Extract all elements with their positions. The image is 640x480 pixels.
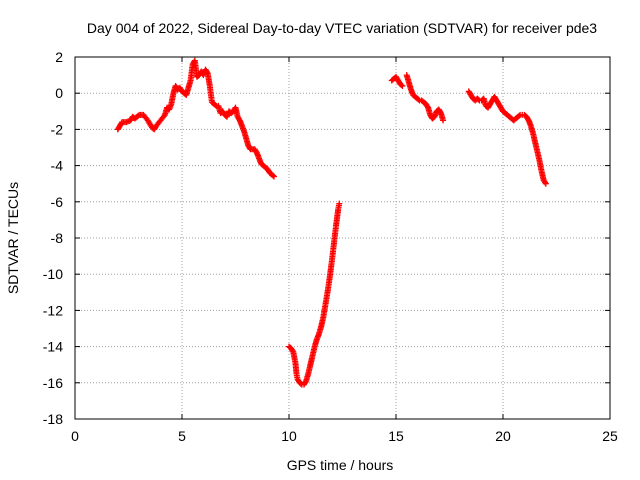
- x-tick-label: 5: [178, 428, 186, 444]
- x-tick-label: 20: [495, 428, 511, 444]
- y-tick-label: -6: [51, 194, 64, 210]
- data-points: [114, 57, 549, 388]
- y-tick-label: -4: [51, 158, 64, 174]
- data-point: [203, 69, 210, 76]
- x-tick-label: 25: [602, 428, 618, 444]
- y-axis-label: SDTVAR / TECUs: [5, 182, 21, 294]
- data-point: [398, 82, 405, 89]
- data-point: [542, 180, 549, 187]
- grid-lines: [75, 57, 610, 419]
- axis-ticks: 0 5 10 15 20 25 -18 -16 -14 -12 -10 -8 -6 -4 -2 0 2: [43, 49, 618, 444]
- x-tick-label: 0: [71, 428, 79, 444]
- x-tick-label: 15: [388, 428, 404, 444]
- chart-title: Day 004 of 2022, Sidereal Day-to-day VTE…: [87, 20, 597, 36]
- data-point: [424, 103, 431, 110]
- data-point: [302, 379, 309, 386]
- y-tick-label: -14: [43, 339, 63, 355]
- data-point: [271, 173, 278, 180]
- y-tick-label: 0: [55, 85, 63, 101]
- y-tick-label: -18: [43, 411, 63, 427]
- x-tick-label: 10: [281, 428, 297, 444]
- data-point: [542, 179, 549, 186]
- y-tick-label: -16: [43, 375, 63, 391]
- y-tick-label: 2: [55, 49, 63, 65]
- data-point: [437, 108, 444, 115]
- data-point: [289, 347, 296, 354]
- data-point: [399, 82, 406, 89]
- y-tick-label: -2: [51, 121, 64, 137]
- data-point: [212, 101, 219, 108]
- x-axis-label: GPS time / hours: [287, 457, 394, 473]
- data-point: [415, 96, 422, 103]
- data-point: [269, 172, 276, 179]
- data-point: [336, 200, 343, 207]
- y-tick-label: -12: [43, 302, 63, 318]
- y-tick-label: -8: [51, 230, 64, 246]
- data-point: [440, 117, 447, 124]
- data-point: [516, 112, 523, 119]
- y-tick-label: -10: [43, 266, 63, 282]
